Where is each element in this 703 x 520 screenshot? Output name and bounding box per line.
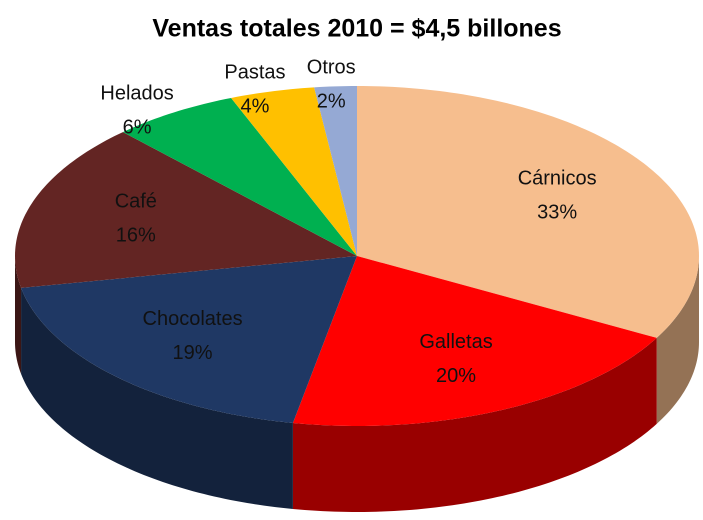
slice-label: Cárnicos	[518, 167, 597, 189]
slice-value-label: 6%	[123, 117, 152, 139]
slice-value-label: 19%	[173, 342, 213, 364]
slice-side	[21, 287, 293, 509]
slice-label: Galletas	[419, 331, 492, 353]
slice-side	[15, 256, 22, 374]
slice-value-label: 16%	[116, 225, 156, 247]
slice	[231, 87, 357, 256]
slice-side	[656, 256, 699, 424]
slice	[15, 132, 358, 288]
slice-value-label: 4%	[240, 96, 269, 118]
slice-value-label: 20%	[436, 365, 476, 387]
slice-value-label: 33%	[537, 201, 577, 223]
slice-label: Café	[115, 191, 157, 213]
slice	[314, 86, 357, 256]
slice	[357, 86, 699, 338]
slice	[21, 256, 357, 423]
slice	[292, 256, 657, 426]
chart-title: Ventas totales 2010 = $4,5 billones	[152, 15, 561, 43]
slice-label: Otros	[307, 57, 356, 79]
slice-side	[292, 337, 657, 512]
slice-label: Pastas	[224, 62, 285, 84]
slice-label: Helados	[100, 83, 173, 105]
slice-label: Chocolates	[143, 308, 243, 330]
slice-value-label: 2%	[317, 91, 346, 113]
slice	[122, 97, 357, 257]
